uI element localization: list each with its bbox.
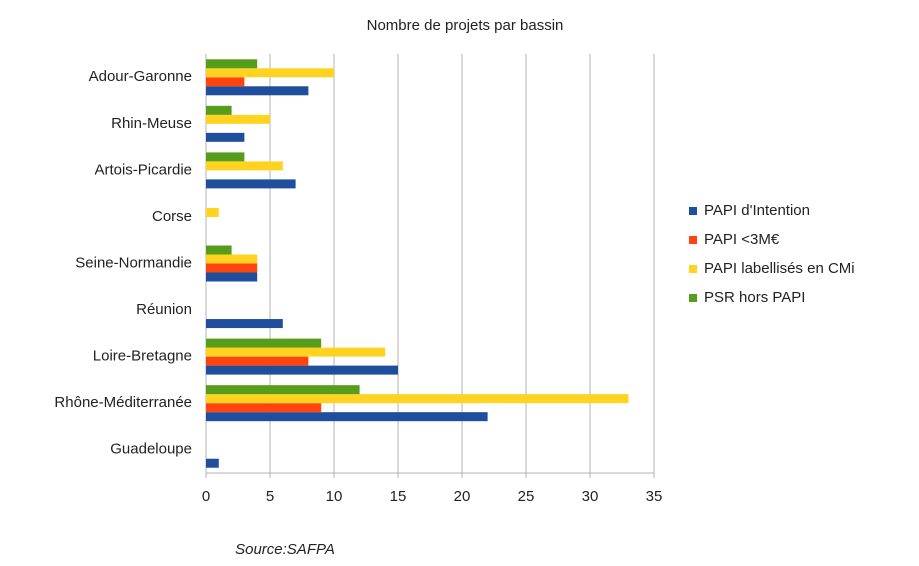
x-tick-label: 5 [266,488,274,505]
bar [206,105,232,115]
bar [206,272,258,282]
bar [206,394,629,404]
x-tick-label: 0 [202,488,210,505]
bar [206,458,219,468]
x-tick-label: 10 [326,488,343,505]
legend-swatch [689,294,697,302]
bar [206,207,219,217]
bar [206,319,283,329]
y-tick-label: Corse [152,208,192,225]
bar [206,356,309,366]
bar [206,59,258,69]
chart-title: Nombre de projets par bassin [367,17,564,34]
bar [206,365,398,375]
x-tick-label: 20 [454,488,471,505]
y-tick-label: Seine-Normandie [75,254,192,271]
source-note: Source:SAFPA [235,541,335,558]
y-tick-label: Guadeloupe [110,441,192,458]
bar [206,263,258,273]
bar [206,347,386,357]
legend-label: PAPI labellisés en CMi [704,260,855,277]
x-tick-label: 35 [646,488,663,505]
bar [206,77,245,87]
y-tick-label: Réunion [136,301,192,318]
y-tick-label: Adour-Garonne [89,68,192,85]
x-tick-label: 25 [518,488,535,505]
bar [206,132,245,142]
y-tick-label: Loire-Bretagne [93,348,192,365]
bar [206,68,334,78]
legend-swatch [689,265,697,273]
legend-label: PAPI d'Intention [704,202,810,219]
bar [206,114,270,124]
legend-label: PAPI <3M€ [704,231,780,248]
y-tick-label: Artois-Picardie [94,161,192,178]
x-tick-label: 15 [390,488,407,505]
legend-swatch [689,236,697,244]
bar [206,412,488,422]
bar [206,385,360,395]
legend-label: PSR hors PAPI [704,289,805,306]
bar [206,245,232,255]
bar [206,403,322,413]
y-tick-label: Rhin-Meuse [111,115,192,132]
x-tick-label: 30 [582,488,599,505]
bar [206,86,309,96]
bar [206,179,296,189]
bar [206,161,283,171]
bar [206,254,258,264]
legend-swatch [689,207,697,215]
y-tick-label: Rhône-Méditerranée [54,394,192,411]
bar [206,338,322,348]
bar [206,152,245,162]
